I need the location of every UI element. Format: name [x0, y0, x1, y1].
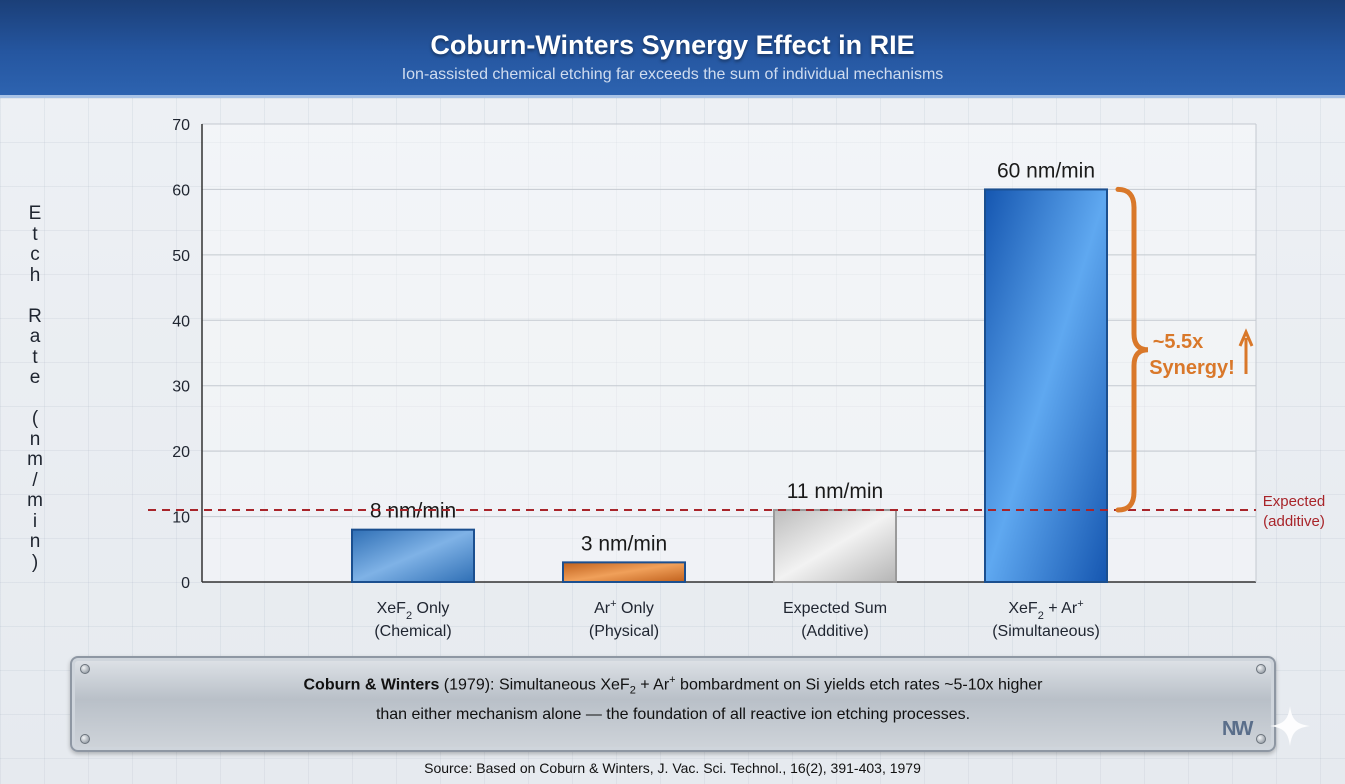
x-tick-label: XeF2 + Ar+ — [1008, 598, 1083, 622]
reference-label: (additive) — [1263, 513, 1325, 530]
bar — [984, 188, 1108, 584]
y-tick-label: 20 — [172, 444, 190, 461]
x-tick-label-sub: (Chemical) — [374, 623, 451, 640]
bar — [562, 561, 686, 583]
x-tick-label-sub: (Simultaneous) — [992, 623, 1100, 640]
reference-label: Expected — [1263, 493, 1326, 510]
data-label: 11 nm/min — [787, 480, 883, 503]
x-tick-label-sub: (Additive) — [801, 623, 869, 640]
x-tick-label: XeF2 Only — [377, 600, 450, 622]
y-tick-label: 50 — [172, 248, 190, 265]
synergy-brace — [1115, 186, 1149, 513]
note-line-1: Coburn & Winters (1979): Simultaneous Xe… — [72, 668, 1274, 703]
data-label: 8 nm/min — [370, 500, 456, 523]
note-panel: Coburn & Winters (1979): Simultaneous Xe… — [70, 656, 1276, 752]
y-tick-label: 0 — [181, 575, 190, 592]
note-superscript: + — [669, 674, 676, 686]
y-tick-label: 60 — [172, 182, 190, 199]
logo: NW — [1222, 718, 1253, 740]
x-tick-label: Ar+ Only — [594, 598, 654, 617]
synergy-label: Synergy! — [1149, 357, 1235, 379]
y-tick-label: 70 — [172, 117, 190, 134]
header: Coburn-Winters Synergy Effect in RIE Ion… — [0, 0, 1345, 98]
synergy-label: ~5.5x — [1153, 331, 1204, 353]
chart-subtitle: Ion-assisted chemical etching far exceed… — [401, 66, 944, 83]
note-line-2: than either mechanism alone — the founda… — [375, 705, 971, 723]
up-arrow-icon — [1238, 328, 1254, 374]
y-tick-label: 30 — [172, 379, 190, 396]
screw-icon — [80, 664, 90, 674]
y-tick-label: 40 — [172, 313, 190, 330]
bar — [351, 528, 475, 584]
note-part: + Ar — [635, 676, 670, 694]
data-label: 3 nm/min — [581, 532, 667, 555]
screw-icon — [1256, 734, 1266, 744]
chart-title: Coburn-Winters Synergy Effect in RIE — [430, 30, 915, 60]
note-subscript: 2 — [629, 684, 636, 697]
note-part: bombardment on Si yields etch rates ~5-1… — [675, 676, 1043, 694]
note-part: (1979): Simultaneous XeF — [439, 676, 630, 694]
bar — [773, 509, 897, 583]
screw-icon — [1256, 664, 1266, 674]
source-citation: Source: Based on Coburn & Winters, J. Va… — [424, 760, 921, 776]
screw-icon — [80, 734, 90, 744]
chart: 0 10 20 30 40 50 60 70 8 nm/min XeF2 Only(Chemica… — [148, 117, 1326, 640]
sparkle-icon — [1270, 706, 1310, 746]
note-bold-citation: Coburn & Winters — [303, 676, 440, 694]
y-tick-label: 10 — [172, 510, 190, 527]
y-axis-label: E t c h R a t e ( n m / m i n ) — [27, 203, 43, 573]
x-tick-label-sub: (Physical) — [589, 623, 659, 640]
x-tick-label: Expected Sum — [783, 600, 887, 617]
note-text: Coburn & Winters (1979): Simultaneous Xe… — [72, 668, 1274, 727]
data-label: 60 nm/min — [997, 159, 1095, 182]
